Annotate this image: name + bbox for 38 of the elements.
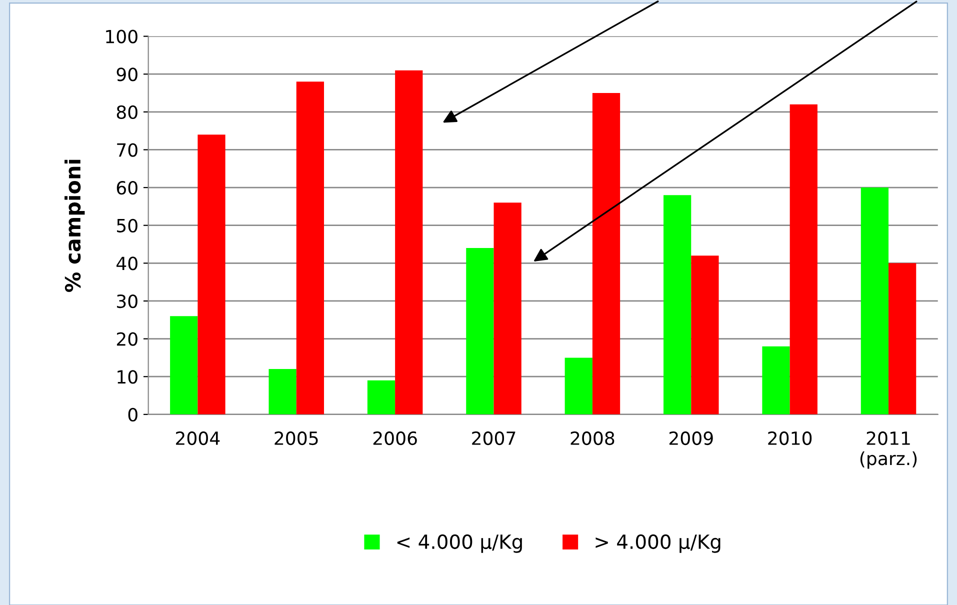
bar [198, 134, 226, 414]
y-axis-title: % campioni [64, 160, 85, 292]
bar [395, 70, 423, 414]
bar [170, 316, 198, 414]
y-tick-label: 30 [117, 294, 138, 308]
x-tick-label: 2004 [176, 431, 220, 446]
x-tick-label: 2006 [373, 431, 417, 446]
y-tick-label: 80 [116, 105, 138, 120]
x-tick-label: 2007 [472, 431, 516, 446]
y-tick-label: 0 [128, 408, 138, 422]
bar [564, 358, 592, 414]
x-tick-label: 2009 [669, 431, 713, 446]
bar [691, 256, 719, 414]
bar [664, 195, 692, 414]
x-tick-label: 2010 [768, 431, 812, 446]
legend-label: > 4.000 μ/Kg [596, 534, 720, 553]
y-tick-label: 100 [106, 30, 138, 44]
bar [494, 202, 522, 414]
bar [790, 104, 818, 414]
bar [367, 380, 396, 414]
y-tick-label: 90 [116, 68, 138, 82]
y-tick-label: 10 [118, 370, 138, 384]
bar [296, 82, 324, 414]
y-tick-label: 60 [116, 181, 138, 195]
y-tick-label: 70 [117, 143, 138, 157]
bar [592, 93, 620, 414]
bar [860, 188, 889, 414]
y-tick-label: 20 [116, 332, 138, 346]
bar [888, 263, 916, 414]
x-tick-label: 2011 (parz.) [860, 431, 917, 469]
bar [268, 369, 296, 414]
bar [466, 248, 494, 414]
x-tick-label: 2005 [274, 431, 318, 446]
bar [762, 346, 790, 414]
y-tick-label: 40 [116, 256, 138, 270]
y-tick-label: 50 [117, 218, 138, 232]
x-tick-label: 2008 [570, 431, 614, 446]
legend-label: < 4.000 μ/Kg [397, 534, 522, 553]
